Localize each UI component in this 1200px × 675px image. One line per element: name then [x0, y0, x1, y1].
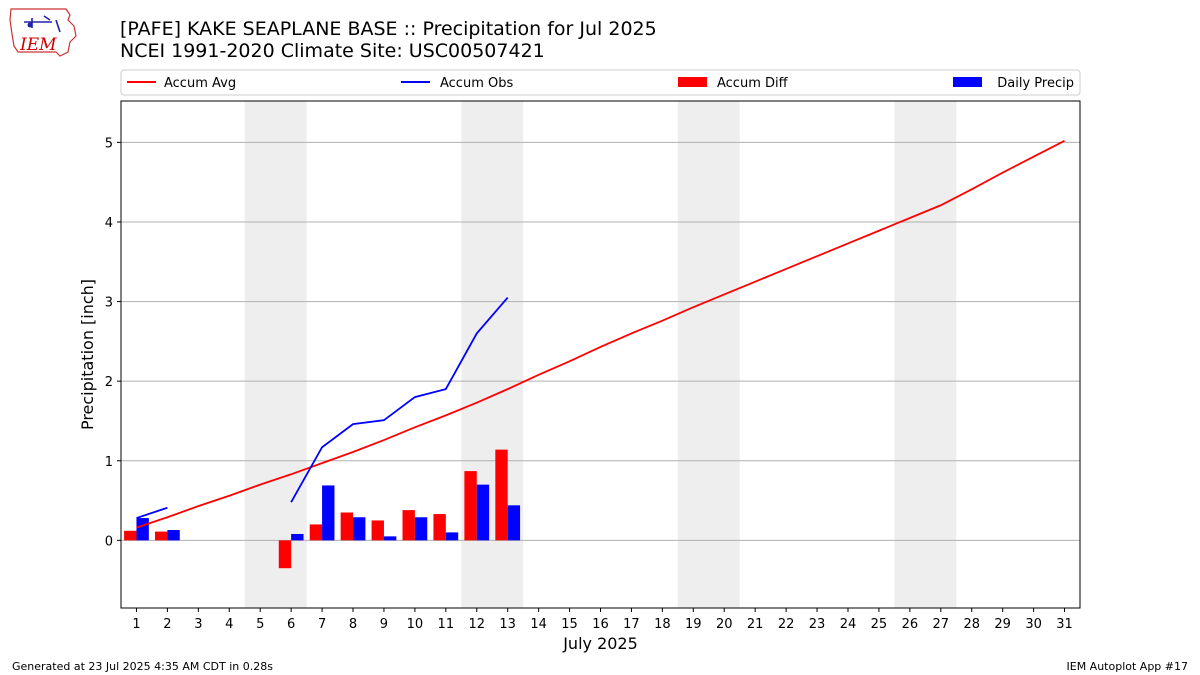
daily-precip-bar: [507, 505, 521, 541]
legend-daily-precip-label: Daily Precip: [997, 76, 1074, 91]
weekend-band: [244, 101, 307, 608]
chart-title-line2: NCEI 1991-2020 Climate Site: USC00507421: [120, 40, 545, 62]
legend-daily-precip-swatch: [953, 77, 982, 87]
daily-precip-bar: [322, 485, 335, 541]
accum-obs-line: [136, 506, 168, 519]
x-tick-label: 23: [809, 617, 826, 632]
x-tick-label: 25: [871, 617, 888, 632]
x-tick-label: 2: [163, 617, 171, 632]
weekend-band: [894, 101, 957, 608]
x-tick-label: 30: [1025, 617, 1042, 632]
x-tick-label: 16: [592, 617, 609, 632]
y-axis-label: Precipitation [inch]: [78, 279, 97, 430]
daily-precip-bar: [353, 517, 366, 541]
x-axis-label: July 2025: [562, 634, 638, 653]
x-tick-label: 8: [349, 617, 357, 632]
legend-box: [120, 69, 1081, 96]
x-tick-label: 6: [287, 617, 295, 632]
x-tick-label: 20: [716, 617, 733, 632]
x-tick-label: 27: [933, 617, 950, 632]
daily-precip-bar: [445, 532, 459, 541]
app-label: IEM Autoplot App #17: [1066, 660, 1189, 673]
x-tick-label: 28: [963, 617, 980, 632]
daily-precip-bar: [291, 533, 304, 541]
accum-diff-bar: [433, 514, 446, 541]
daily-precip-bar: [167, 530, 180, 541]
x-tick-label: 19: [685, 617, 702, 632]
accum-diff-bar: [402, 510, 415, 541]
x-tick-label: 24: [840, 617, 857, 632]
accum-diff-bar: [464, 471, 477, 541]
y-tick-label: 3: [105, 296, 113, 311]
legend-accum-avg-label: Accum Avg: [164, 76, 236, 91]
chart-title-line1: [PAFE] KAKE SEAPLANE BASE :: Precipitati…: [120, 18, 657, 40]
x-tick-label: 15: [561, 617, 578, 632]
x-tick-label: 12: [468, 617, 485, 632]
x-tick-label: 3: [194, 617, 202, 632]
x-tick-label: 22: [778, 617, 795, 632]
y-tick-label: 4: [105, 216, 113, 231]
daily-precip-bar: [136, 518, 149, 541]
generated-timestamp: Generated at 23 Jul 2025 4:35 AM CDT in …: [12, 660, 273, 673]
legend-accum-obs-label: Accum Obs: [440, 76, 513, 91]
legend-accum-diff-label: Accum Diff: [717, 76, 789, 91]
accum-diff-bar: [155, 531, 168, 541]
x-tick-label: 10: [407, 617, 424, 632]
accum-diff-bar: [278, 540, 292, 569]
x-tick-label: 4: [225, 617, 233, 632]
y-tick-label: 1: [105, 455, 113, 470]
accum-diff-bar: [371, 520, 384, 541]
daily-precip-bar: [414, 517, 428, 541]
x-tick-label: 5: [256, 617, 264, 632]
x-tick-label: 13: [499, 617, 516, 632]
x-tick-label: 31: [1056, 617, 1073, 632]
y-tick-label: 5: [105, 136, 113, 151]
accum-diff-bar: [340, 512, 354, 541]
accum-diff-bar: [124, 530, 137, 541]
x-tick-label: 21: [747, 617, 764, 632]
x-tick-label: 18: [654, 617, 671, 632]
y-tick-label: 0: [105, 534, 113, 549]
x-tick-label: 7: [318, 617, 326, 632]
accum-diff-bar: [309, 524, 323, 541]
accum-diff-bar: [495, 449, 508, 541]
accum-avg-line: [136, 139, 1065, 529]
x-tick-label: 26: [902, 617, 919, 632]
x-tick-label: 11: [438, 617, 455, 632]
weekend-band: [677, 101, 740, 608]
logo-text: IEM: [19, 35, 57, 55]
legend-accum-diff-swatch: [678, 77, 707, 87]
x-tick-label: 1: [132, 617, 140, 632]
accum-obs-line: [290, 297, 509, 503]
x-tick-label: 14: [530, 617, 547, 632]
daily-precip-bar: [476, 484, 490, 541]
daily-precip-bar: [383, 536, 397, 541]
x-tick-label: 17: [623, 617, 640, 632]
y-tick-label: 2: [105, 375, 113, 390]
iem-logo: IEM: [8, 6, 80, 58]
x-tick-label: 29: [994, 617, 1011, 632]
x-tick-label: 9: [380, 617, 388, 632]
